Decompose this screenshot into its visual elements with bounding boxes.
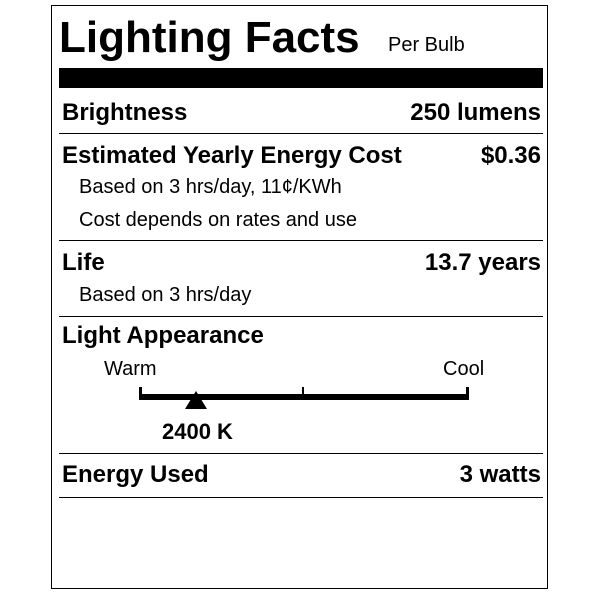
brightness-label: Brightness	[62, 99, 188, 126]
warm-label: Warm	[104, 358, 157, 380]
label-subtitle: Per Bulb	[388, 34, 465, 56]
label-border	[51, 5, 548, 589]
energy-cost-value: $0.36	[480, 142, 541, 169]
divider	[59, 497, 543, 498]
label-title: Lighting Facts	[59, 13, 360, 62]
energy-cost-note: Based on 3 hrs/day, 11¢/KWh	[79, 176, 342, 198]
color-temp-scale	[139, 394, 469, 400]
life-value: 13.7 years	[424, 249, 541, 276]
life-note: Based on 3 hrs/day	[79, 284, 252, 306]
scale-tick	[139, 387, 142, 400]
title-bar	[59, 68, 543, 88]
cool-label: Cool	[443, 358, 485, 380]
scale-tick	[302, 387, 304, 400]
divider	[59, 133, 543, 134]
energy-used-value: 3 watts	[459, 461, 541, 488]
life-label: Life	[62, 249, 105, 276]
color-temp-value: 2400 K	[162, 419, 233, 444]
energy-cost-label: Estimated Yearly Energy Cost	[62, 142, 402, 169]
divider	[59, 453, 543, 454]
color-temp-marker	[184, 391, 207, 409]
appearance-label: Light Appearance	[62, 322, 264, 349]
energy-cost-note: Cost depends on rates and use	[79, 209, 357, 231]
energy-used-label: Energy Used	[62, 461, 209, 488]
brightness-value: 250 lumens	[410, 99, 541, 126]
divider	[59, 316, 543, 317]
scale-tick	[466, 387, 469, 400]
divider	[59, 240, 543, 241]
